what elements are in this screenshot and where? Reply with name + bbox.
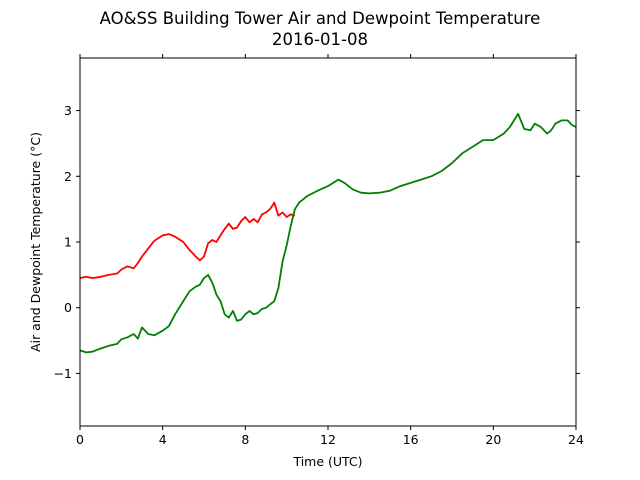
y-tick-label: 1 (64, 235, 72, 250)
x-tick-label: 20 (485, 432, 501, 447)
x-tick-label: 4 (159, 432, 167, 447)
x-tick-label: 12 (320, 432, 336, 447)
series-layer (79, 113, 577, 354)
x-tick-label: 24 (568, 432, 584, 447)
series-line-0 (79, 201, 296, 280)
chart-title: AO&SS Building Tower Air and Dewpoint Te… (100, 9, 541, 28)
x-axis-label: Time (UTC) (292, 454, 362, 469)
y-tick-label: 3 (64, 103, 72, 118)
y-tick-label: −1 (54, 366, 72, 381)
y-tick-label: 0 (64, 300, 72, 315)
x-tick-label: 0 (76, 432, 84, 447)
y-tick-label: 2 (64, 169, 72, 184)
chart-subtitle: 2016-01-08 (272, 30, 368, 49)
y-axis-label: Air and Dewpoint Temperature (°C) (28, 132, 43, 352)
plot-frame (79, 57, 577, 427)
x-tick-label: 16 (403, 432, 419, 447)
x-tick-label: 8 (241, 432, 249, 447)
series-line-1 (79, 113, 577, 354)
